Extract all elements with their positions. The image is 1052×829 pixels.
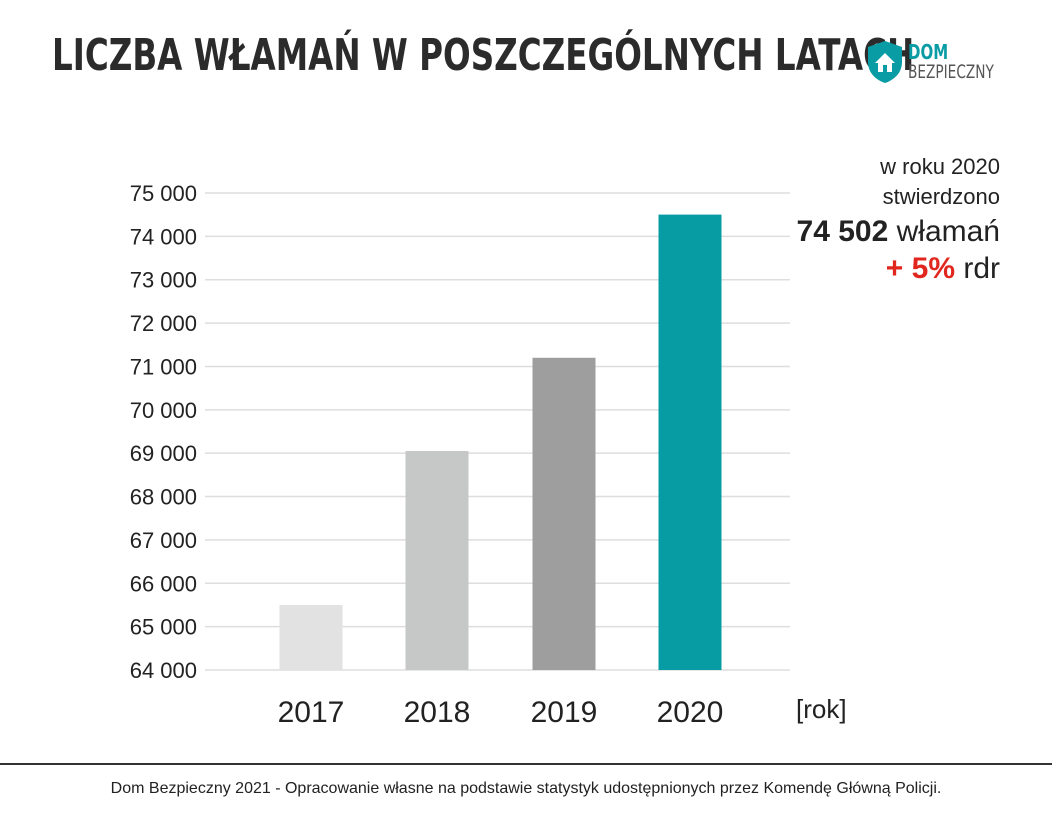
y-tick-label: 67 000 (130, 528, 197, 553)
y-tick-label: 72 000 (130, 311, 197, 336)
source-footnote: Dom Bezpieczny 2021 - Opracowanie własne… (110, 780, 942, 797)
y-tick-label: 66 000 (130, 571, 197, 596)
x-axis-label: [rok] (796, 694, 847, 724)
annotation-line-2: stwierdzono (882, 184, 1000, 209)
logo-text-dom: DOM (908, 40, 949, 64)
annotation-value: 74 502 (796, 215, 889, 248)
y-tick-label: 75 000 (130, 181, 197, 206)
y-tick-label: 73 000 (130, 268, 197, 293)
y-tick-label: 70 000 (130, 398, 197, 423)
shield-house-icon (868, 41, 902, 83)
annotation-value-suffix: włamań (888, 215, 1000, 248)
highlight-annotation: w roku 2020 stwierdzono 74 502 włamań + … (797, 152, 1000, 286)
y-tick-label: 71 000 (130, 354, 197, 379)
x-tick-label: 2017 (278, 696, 345, 729)
page-title: LICZBA WŁAMAŃ W POSZCZEGÓLNYCH LATACH (52, 30, 915, 81)
y-tick-label: 64 000 (130, 658, 197, 683)
y-tick-label: 65 000 (130, 615, 197, 640)
y-tick-label: 74 000 (130, 224, 197, 249)
annotation-change-line: + 5% rdr (797, 252, 1000, 286)
bar-2017 (279, 604, 343, 670)
x-tick-label: 2018 (404, 696, 471, 729)
y-tick-label: 68 000 (130, 485, 197, 510)
annotation-line-1: w roku 2020 (880, 154, 1000, 179)
footer-divider (0, 763, 1052, 765)
y-tick-label: 69 000 (130, 441, 197, 466)
bar-2020 (658, 214, 722, 670)
x-tick-label: 2019 (531, 696, 598, 729)
x-tick-label: 2020 (657, 696, 724, 729)
bar-chart: 64 000 65 000 66 000 67 000 68 000 69 000 70 0… (130, 181, 847, 729)
annotation-value-line: 74 502 włamań (797, 212, 1000, 252)
bar-2018 (405, 451, 469, 670)
annotation-change-suffix: rdr (955, 252, 1000, 285)
logo-text-bezpieczny: BEZPIECZNY (908, 61, 994, 83)
brand-logo: DOM BEZPIECZNY (866, 40, 1016, 86)
bar-2019 (532, 357, 596, 670)
annotation-change: + 5% (885, 252, 955, 285)
